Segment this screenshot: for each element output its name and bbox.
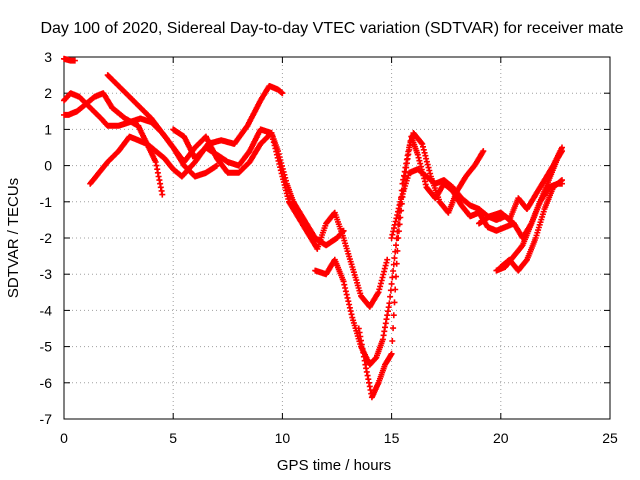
- series-track-a: [61, 55, 78, 64]
- y-tick-label: 3: [44, 49, 52, 65]
- x-tick-label: 15: [384, 430, 400, 446]
- x-tick-label: 20: [493, 430, 509, 446]
- x-tick-label: 10: [275, 430, 291, 446]
- data-layer: [61, 55, 565, 401]
- series-track-f: [170, 126, 391, 310]
- y-tick-label: -3: [40, 266, 53, 282]
- y-tick-label: -1: [40, 194, 53, 210]
- series-markers: [355, 133, 517, 401]
- y-tick-label: 2: [44, 85, 52, 101]
- series-markers: [61, 90, 220, 180]
- x-tick-label: 0: [60, 430, 68, 446]
- series-markers: [497, 177, 565, 274]
- series-markers: [476, 144, 565, 227]
- y-tick-label: 1: [44, 121, 52, 137]
- x-tick-label: 5: [169, 430, 177, 446]
- y-tick-label: -4: [40, 302, 53, 318]
- y-tick-label: -6: [40, 375, 53, 391]
- y-tick-label: -5: [40, 339, 53, 355]
- series-track-c: [61, 90, 220, 180]
- series-track-k: [497, 177, 565, 274]
- y-tick-label: -2: [40, 230, 53, 246]
- chart-title: Day 100 of 2020, Sidereal Day-to-day VTE…: [40, 20, 623, 37]
- x-axis-label: GPS time / hours: [277, 457, 391, 474]
- y-tick-label: 0: [44, 158, 52, 174]
- y-tick-label: -7: [40, 411, 53, 427]
- series-track-l: [476, 144, 565, 227]
- y-axis-label: SDTVAR / TECUs: [5, 178, 22, 298]
- series-markers: [61, 55, 78, 64]
- series-track-h: [355, 133, 517, 401]
- x-tick-label: 25: [602, 430, 618, 446]
- series-markers: [170, 126, 391, 310]
